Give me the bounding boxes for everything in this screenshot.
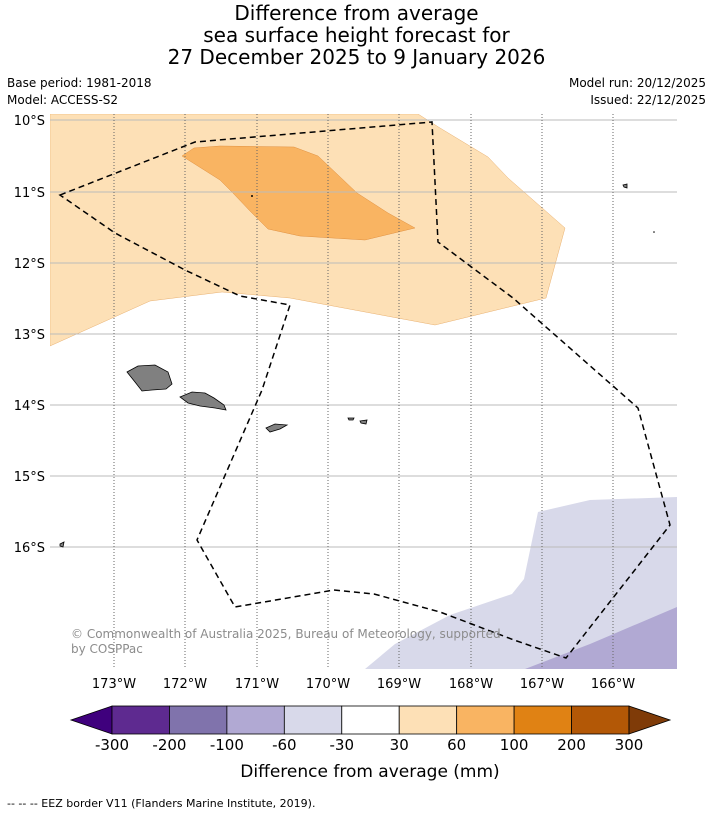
swains-island <box>622 183 628 189</box>
colorbar-tick-label: 200 <box>557 736 586 754</box>
lat-label: 13°S <box>14 328 45 343</box>
model-run: Model run: 20/12/2025 <box>568 76 706 90</box>
colorbar-tick-label: 30 <box>389 736 409 754</box>
colorbar-extend-high <box>628 705 672 735</box>
small-island-marker <box>653 231 655 233</box>
lat-label: 16°S <box>14 541 45 556</box>
colorbar-tick-label: -60 <box>272 736 297 754</box>
title-line-2: sea surface height forecast for <box>203 23 510 47</box>
colorbar-segment <box>226 705 285 735</box>
map-plot-area: © Commonwealth of Australia 2025, Bureau… <box>50 114 677 669</box>
title-line-3: 27 December 2025 to 9 January 2026 <box>167 45 546 69</box>
colorbar <box>69 705 672 735</box>
colorbar-segment <box>513 705 572 735</box>
anomaly-minus60-minus100-region <box>525 607 677 669</box>
eez-borders <box>58 121 671 659</box>
colorbar-segment <box>398 705 458 735</box>
colorbar-segment <box>169 705 228 735</box>
colorbar-segment <box>341 705 400 735</box>
colorbar-tick-label: -100 <box>209 736 244 754</box>
upolu-island <box>179 391 227 411</box>
lon-label: 168°W <box>449 677 493 692</box>
base-period: Base period: 1981-2018 <box>7 76 152 90</box>
colorbar-tick-label: -300 <box>94 736 130 754</box>
title-line-1: Difference from average <box>234 1 479 25</box>
longitude-gridlines <box>113 114 614 669</box>
colorbar-segment <box>111 705 170 735</box>
lat-label: 11°S <box>14 186 45 201</box>
eez-footnote: -- -- -- EEZ border V11 (Flanders Marine… <box>7 797 316 810</box>
colorbar-tick-label: -200 <box>152 736 187 754</box>
colorbar-segment <box>283 705 343 735</box>
lon-label: 171°W <box>235 677 279 692</box>
lon-label: 169°W <box>377 677 421 692</box>
manua-island-1 <box>347 417 355 421</box>
samoa-islands <box>59 183 628 548</box>
rose-atoll <box>59 541 65 548</box>
model-name: Model: ACCESS-S2 <box>7 93 119 107</box>
issued-date: Issued: 22/12/2025 <box>590 93 706 107</box>
lon-label: 167°W <box>520 677 564 692</box>
lon-label: 173°W <box>92 677 136 692</box>
colorbar-extend-low <box>69 705 113 735</box>
latitude-labels: 10°S 11°S 12°S 13°S 14°S 15°S 16°S <box>14 114 45 556</box>
small-island-marker <box>251 195 253 197</box>
anomaly-minus30-minus60-region <box>365 497 677 669</box>
lon-label: 172°W <box>163 677 207 692</box>
colorbar-tick-label: 60 <box>447 736 467 754</box>
lon-label: 170°W <box>306 677 350 692</box>
longitude-labels: 173°W 172°W 171°W 170°W 169°W 168°W 167°… <box>92 677 635 692</box>
colorbar-title: Difference from average (mm) <box>240 762 500 782</box>
tutuila-island <box>265 423 289 433</box>
colorbar-tick-label: 300 <box>614 736 644 754</box>
lon-label: 166°W <box>591 677 635 692</box>
colorbar-tick-label: 100 <box>499 736 529 754</box>
eez-samoa-border <box>58 121 671 659</box>
copyright-text-line2: by COSPPac <box>71 642 143 656</box>
lat-label: 14°S <box>14 399 45 414</box>
manua-island-2 <box>359 419 368 425</box>
copyright-text: © Commonwealth of Australia 2025, Bureau… <box>71 627 501 641</box>
colorbar-tick-label: -30 <box>329 736 355 754</box>
colorbar-segment <box>571 705 630 735</box>
savaii-island <box>126 364 173 392</box>
latitude-gridlines <box>50 119 677 548</box>
lat-label: 12°S <box>14 257 45 272</box>
lat-label: 10°S <box>14 114 45 129</box>
anomaly-60-100-region <box>181 145 416 241</box>
lat-label: 15°S <box>14 470 45 485</box>
colorbar-segment <box>456 705 515 735</box>
